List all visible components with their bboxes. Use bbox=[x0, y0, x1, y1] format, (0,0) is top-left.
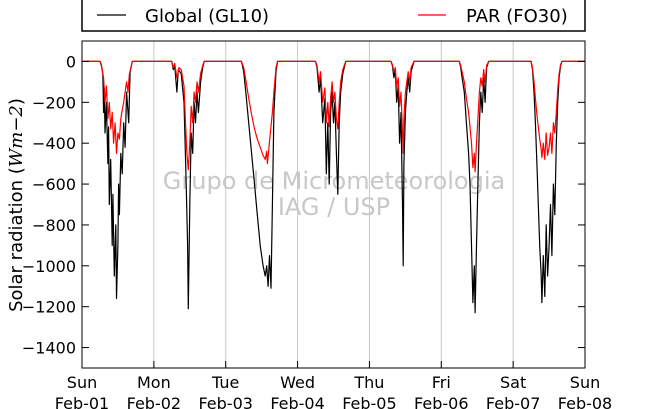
x-tick-label-day: Sat bbox=[500, 373, 526, 392]
y-tick-label: −200 bbox=[32, 93, 76, 112]
x-tick-label-date: Feb-06 bbox=[414, 394, 468, 409]
x-tick-label-day: Sun bbox=[67, 373, 97, 392]
x-tick-label-date: Feb-07 bbox=[486, 394, 540, 409]
watermark-line-1: Grupo de Micrometeorologia bbox=[163, 167, 505, 195]
x-tick-label-date: Feb-02 bbox=[127, 394, 181, 409]
plot-area: Grupo de Micrometeorologia IAG / USP bbox=[82, 41, 585, 368]
legend: Global (GL10) PAR (FO30) bbox=[82, 0, 585, 31]
watermark-line-2: IAG / USP bbox=[278, 193, 390, 221]
x-tick-label-date: Feb-04 bbox=[270, 394, 324, 409]
legend-label-par: PAR (FO30) bbox=[466, 6, 568, 27]
x-tick-label-date: Feb-01 bbox=[55, 394, 109, 409]
y-axis-title: Solar radiation (Wm−2) bbox=[6, 98, 27, 312]
y-tick-label: −800 bbox=[32, 216, 76, 235]
x-tick-label-day: Wed bbox=[280, 373, 315, 392]
x-tick-label-date: Feb-05 bbox=[342, 394, 396, 409]
y-tick-label: −1400 bbox=[22, 339, 76, 358]
x-tick-label-day: Tue bbox=[211, 373, 239, 392]
x-tick-label-day: Thu bbox=[353, 373, 384, 392]
x-tick-label-day: Sun bbox=[570, 373, 600, 392]
y-tick-label: −400 bbox=[32, 134, 76, 153]
y-tick-label: 0 bbox=[66, 52, 76, 71]
y-tick-label: −1000 bbox=[22, 257, 76, 276]
solar-radiation-chart: Global (GL10) PAR (FO30) Grupo de Microm… bbox=[0, 0, 650, 409]
x-tick-label-day: Mon bbox=[137, 373, 171, 392]
y-tick-label: −600 bbox=[32, 175, 76, 194]
legend-label-global: Global (GL10) bbox=[145, 6, 269, 27]
x-tick-label-day: Fri bbox=[432, 373, 451, 392]
y-tick-label: −1200 bbox=[22, 298, 76, 317]
x-tick-label-date: Feb-03 bbox=[198, 394, 252, 409]
x-tick-label-date: Feb-08 bbox=[558, 394, 612, 409]
